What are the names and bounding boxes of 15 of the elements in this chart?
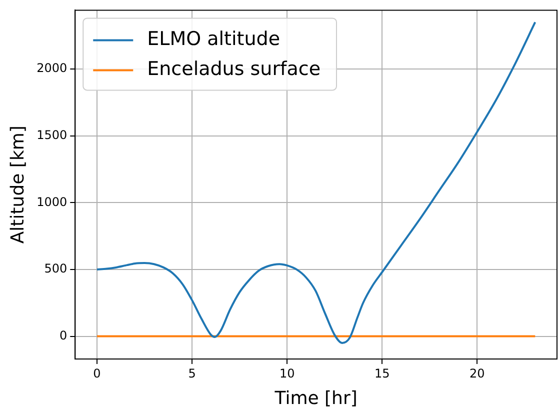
x-axis-title: Time [hr] — [274, 388, 358, 409]
y-tick-label: 0 — [60, 328, 68, 342]
y-axis-title: Altitude [km] — [7, 126, 28, 244]
x-tick-label: 10 — [279, 366, 295, 380]
y-tick-label: 1500 — [36, 128, 68, 142]
legend-label: ELMO altitude — [147, 28, 280, 50]
legend-label: Enceladus surface — [147, 58, 321, 80]
x-tick-label: 0 — [93, 366, 101, 380]
x-tick-label: 5 — [188, 366, 196, 380]
y-tick-label: 1000 — [36, 194, 68, 209]
x-tick-label: 15 — [374, 366, 390, 380]
y-tick-label: 500 — [44, 262, 68, 276]
y-tick-label: 2000 — [36, 61, 68, 76]
x-tick-label: 20 — [470, 366, 485, 380]
line-series — [96, 21, 536, 344]
